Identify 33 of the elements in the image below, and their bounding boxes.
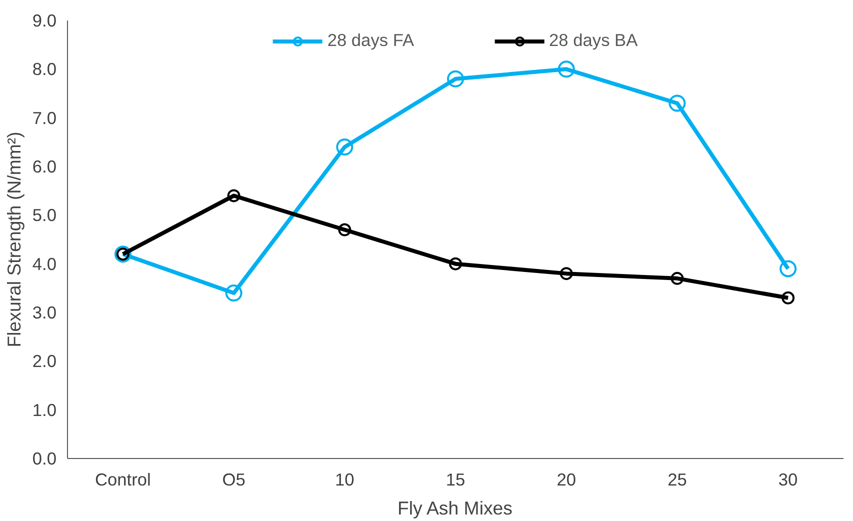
y-tick-label: 6.0 bbox=[32, 156, 57, 176]
x-tick-label: 10 bbox=[335, 470, 354, 490]
y-tick-label: 9.0 bbox=[32, 10, 57, 30]
point bbox=[225, 284, 242, 302]
y-tick-label: 0.0 bbox=[32, 448, 57, 468]
x-tick-label: 30 bbox=[778, 470, 798, 490]
point bbox=[558, 60, 575, 78]
y-axis-title: Flexural Strength (N/mm²) bbox=[3, 132, 24, 348]
point bbox=[449, 257, 462, 270]
point bbox=[338, 223, 352, 236]
x-tick-label: O5 bbox=[222, 470, 246, 490]
y-tick-label: 3.0 bbox=[32, 302, 57, 322]
y-tick-label: 5.0 bbox=[32, 205, 57, 226]
x-tick-label: 20 bbox=[556, 470, 576, 490]
x-tick-label: Control bbox=[95, 470, 151, 490]
point bbox=[780, 260, 797, 278]
y-tick-label: 8.0 bbox=[32, 59, 57, 80]
x-tick-label: 25 bbox=[668, 470, 687, 490]
point bbox=[670, 272, 684, 285]
point bbox=[227, 189, 240, 202]
x-axis-title: Fly Ash Mixes bbox=[397, 498, 513, 518]
y-tick-label: 4.0 bbox=[32, 254, 57, 274]
point bbox=[336, 138, 354, 156]
point bbox=[447, 70, 464, 88]
legend-label: 28 days FA bbox=[327, 30, 414, 51]
y-tick-label: 7.0 bbox=[32, 108, 57, 128]
point bbox=[560, 267, 573, 280]
legend-label: 28 days BA bbox=[549, 30, 638, 51]
y-tick-label: 2.0 bbox=[32, 351, 57, 372]
x-tick-label: 15 bbox=[446, 470, 466, 490]
point bbox=[782, 291, 795, 304]
y-tick-label: 1.0 bbox=[32, 400, 57, 420]
point bbox=[668, 94, 686, 112]
